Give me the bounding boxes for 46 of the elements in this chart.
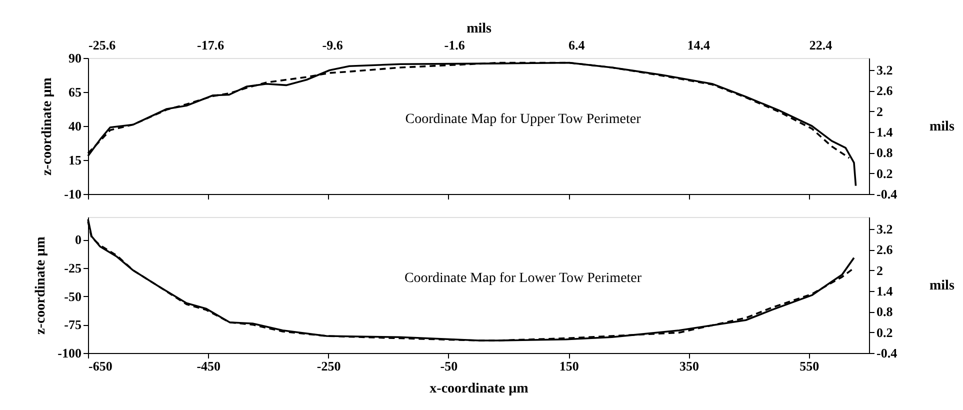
y2-tick-label: 1.4 xyxy=(876,124,894,140)
y-tick-label: -100 xyxy=(58,346,82,360)
y2-tick-label: 1.4 xyxy=(876,284,894,299)
y2-tick-label: -0.4 xyxy=(876,346,898,360)
y2-axis-title: mils xyxy=(930,120,955,134)
x2-tick-label: 14.4 xyxy=(687,38,711,52)
x-tick-label: -50 xyxy=(440,358,458,374)
x2-tick-label: -1.6 xyxy=(444,38,466,52)
y2-axis-title: mils xyxy=(930,278,955,294)
x2-axis-title: mils xyxy=(466,22,492,36)
x-tick-label: 150 xyxy=(559,358,579,374)
x-axis-title: x-coordinate µm xyxy=(430,382,529,396)
y2-tick-label: 2 xyxy=(876,262,883,278)
y-tick-label: 40 xyxy=(68,118,82,134)
y2-tick-label: 2.6 xyxy=(876,242,894,258)
y-tick-label: -50 xyxy=(64,288,82,304)
y-axis-title: z-coordinate µm xyxy=(40,77,56,176)
x-tick-label: -250 xyxy=(316,358,341,374)
x-tick-label: -650 xyxy=(88,358,112,374)
y2-tick-label: 2.6 xyxy=(876,83,894,98)
annotation: Coordinate Map for Upper Tow Perimeter xyxy=(405,112,642,128)
y-tick-label: -25 xyxy=(64,260,82,276)
x2-tick-label: -9.6 xyxy=(322,38,344,52)
y2-tick-label: 0.2 xyxy=(876,166,893,181)
y-tick-label: -75 xyxy=(64,317,82,332)
x-tick-label: -450 xyxy=(196,358,221,374)
x2-tick-label: 6.4 xyxy=(568,38,586,52)
annotation: Coordinate Map for Lower Tow Perimeter xyxy=(404,271,642,286)
y2-tick-label: 0.8 xyxy=(876,145,894,160)
x2-tick-label: -25.6 xyxy=(88,38,116,52)
y2-tick-label: 3.2 xyxy=(876,62,893,78)
y-tick-label: 0 xyxy=(75,232,82,248)
y-tick-label: -10 xyxy=(64,186,82,202)
x-tick-label: 350 xyxy=(680,358,700,374)
y2-tick-label: 3.2 xyxy=(876,222,893,237)
y2-tick-label: 0.8 xyxy=(876,304,894,320)
x2-tick-label: 22.4 xyxy=(809,38,833,52)
x-tick-label: 550 xyxy=(800,358,820,374)
y2-tick-label: 2 xyxy=(876,104,883,119)
y2-tick-label: 0.2 xyxy=(876,324,893,340)
y-tick-label: 90 xyxy=(68,50,82,66)
x2-tick-label: -17.6 xyxy=(196,38,225,52)
y-tick-label: 65 xyxy=(68,84,82,100)
y2-tick-label: -0.4 xyxy=(876,186,898,202)
y-tick-label: 15 xyxy=(68,152,82,168)
y-axis-title: z-coordinate µm xyxy=(34,236,49,334)
